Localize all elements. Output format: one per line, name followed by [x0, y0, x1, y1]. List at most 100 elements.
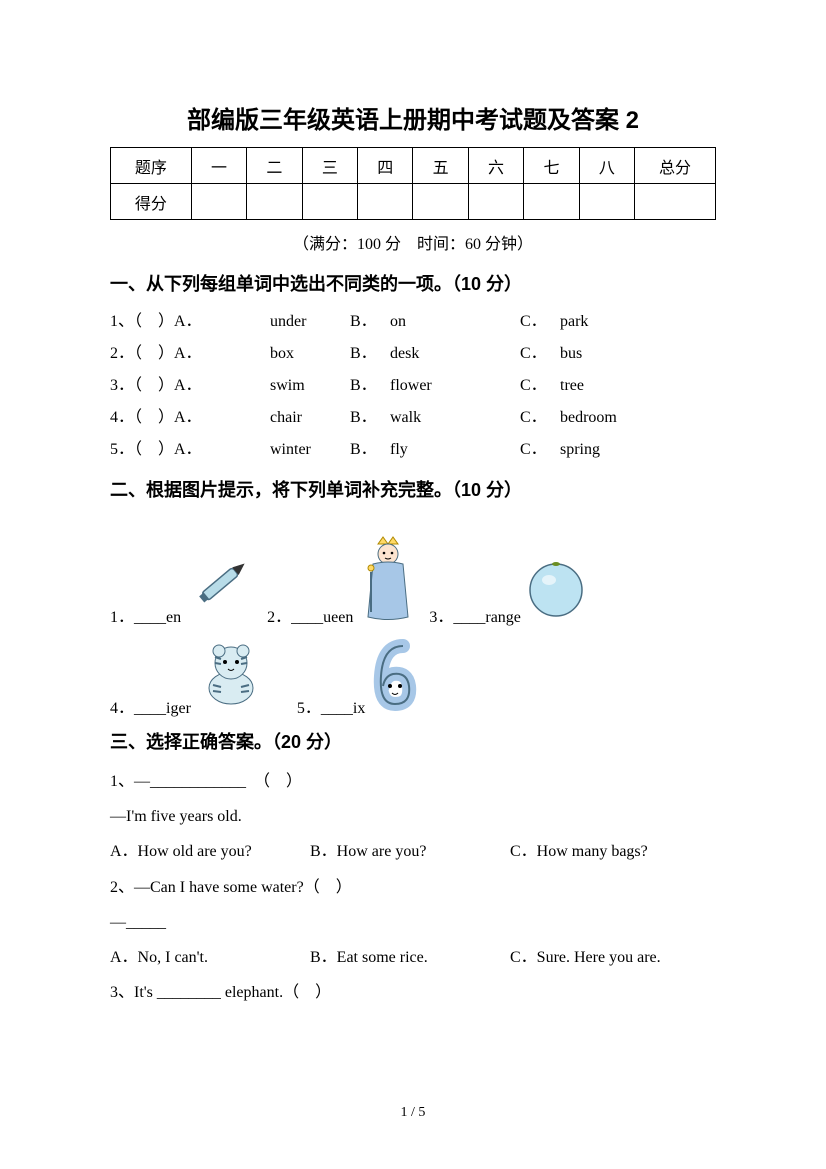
fill-word: en: [166, 609, 181, 627]
score-cell: [247, 184, 302, 220]
option-b-label: B．: [350, 338, 390, 370]
option-b: walk: [390, 402, 520, 434]
item-number: 4．____: [110, 694, 166, 718]
option-a: chair: [270, 402, 350, 434]
score-cell: [524, 184, 579, 220]
option-b-label: B．: [350, 370, 390, 402]
score-cell: [468, 184, 523, 220]
list-item: 2．____ueen: [267, 532, 423, 627]
q2-options: A．No, I can't. B．Eat some rice. C．Sure. …: [110, 940, 716, 975]
option-c: park: [560, 306, 588, 338]
item-number: 3．（ ）A．: [110, 370, 270, 402]
table-row: 题序 一 二 三 四 五 六 七 八 总分: [111, 148, 716, 184]
score-cell: [635, 184, 716, 220]
score-cell: [302, 184, 357, 220]
option-c: C．How many bags?: [510, 834, 648, 869]
option-a: A．How old are you?: [110, 834, 310, 869]
q2-reply: —_____: [110, 905, 716, 940]
list-item: 1、（ ）A．under B．on C．park: [110, 306, 716, 338]
list-item: 3．____range: [429, 552, 591, 627]
list-item: 4．____iger: [110, 633, 271, 718]
section-2-heading: 二、根据图片提示，将下列单词补充完整。（10 分）: [110, 476, 716, 502]
option-b: fly: [390, 434, 520, 466]
pen-icon: [181, 542, 261, 627]
option-b: B．Eat some rice.: [310, 940, 510, 975]
option-a: under: [270, 306, 350, 338]
queen-icon: [353, 532, 423, 627]
item-number: 4．（ ）A．: [110, 402, 270, 434]
tiger-icon: [191, 633, 271, 718]
score-header: 三: [302, 148, 357, 184]
six-icon: [365, 638, 420, 718]
option-b-label: B．: [350, 306, 390, 338]
section-1-heading: 一、从下列每组单词中选出不同类的一项。（10 分）: [110, 270, 716, 296]
option-b: B．How are you?: [310, 834, 510, 869]
option-c: bus: [560, 338, 582, 370]
option-b-label: B．: [350, 434, 390, 466]
option-c-label: C．: [520, 370, 560, 402]
table-row: 得分: [111, 184, 716, 220]
option-a: box: [270, 338, 350, 370]
list-item: 4．（ ）A．chair B．walk C．bedroom: [110, 402, 716, 434]
score-cell: [579, 184, 634, 220]
q1-reply: —I'm five years old.: [110, 799, 716, 834]
orange-icon: [521, 552, 591, 627]
option-b-label: B．: [350, 402, 390, 434]
item-number: 1、（ ）A．: [110, 306, 270, 338]
option-c-label: C．: [520, 402, 560, 434]
option-a: winter: [270, 434, 350, 466]
item-number: 2．（ ）A．: [110, 338, 270, 370]
option-b: on: [390, 306, 520, 338]
option-b: desk: [390, 338, 520, 370]
score-table: 题序 一 二 三 四 五 六 七 八 总分 得分: [110, 147, 716, 220]
score-cell: [358, 184, 413, 220]
list-item: 5．（ ）A．winter B．fly C．spring: [110, 434, 716, 466]
score-cell: [413, 184, 468, 220]
fill-word: range: [485, 609, 521, 627]
item-number: 3．____: [429, 603, 485, 627]
item-number: 2．____: [267, 603, 323, 627]
list-item: 2．（ ）A．box B．desk C．bus: [110, 338, 716, 370]
option-a: A．No, I can't.: [110, 940, 310, 975]
list-item: 1．____en: [110, 542, 261, 627]
score-header: 六: [468, 148, 523, 184]
q1-options: A．How old are you? B．How are you? C．How …: [110, 834, 716, 869]
section-1-list: 1、（ ）A．under B．on C．park 2．（ ）A．box B．de…: [110, 306, 716, 466]
option-b: flower: [390, 370, 520, 402]
q3-prompt: 3、It's ________ elephant.（ ）: [110, 975, 716, 1010]
score-header: 总分: [635, 148, 716, 184]
option-c: tree: [560, 370, 584, 402]
item-number: 1．____: [110, 603, 166, 627]
page-title: 部编版三年级英语上册期中考试题及答案 2: [110, 100, 716, 135]
option-c: bedroom: [560, 402, 617, 434]
q2-prompt: 2、—Can I have some water?（ ）: [110, 870, 716, 905]
list-item: 5．____ix: [297, 638, 420, 718]
fill-word: ueen: [323, 609, 353, 627]
option-c-label: C．: [520, 338, 560, 370]
score-header: 题序: [111, 148, 192, 184]
option-c: C．Sure. Here you are.: [510, 940, 661, 975]
score-cell: [191, 184, 246, 220]
score-header: 五: [413, 148, 468, 184]
score-header: 二: [247, 148, 302, 184]
item-number: 5．____: [297, 694, 353, 718]
section-2-list: 1．____en 2．____ueen: [110, 532, 716, 627]
section-3-heading: 三、选择正确答案。（20 分）: [110, 728, 716, 754]
q1-prompt: 1、—____________ （ ）: [110, 764, 716, 799]
score-header: 八: [579, 148, 634, 184]
section-3-list: 1、—____________ （ ） —I'm five years old.…: [110, 764, 716, 1010]
page-number: 1 / 5: [0, 1105, 826, 1121]
option-c-label: C．: [520, 306, 560, 338]
score-header: 七: [524, 148, 579, 184]
item-number: 5．（ ）A．: [110, 434, 270, 466]
option-c-label: C．: [520, 434, 560, 466]
exam-meta: （满分：100 分 时间：60 分钟）: [110, 230, 716, 254]
list-item: 3．（ ）A．swim B．flower C．tree: [110, 370, 716, 402]
option-c: spring: [560, 434, 600, 466]
fill-word: ix: [353, 700, 365, 718]
score-header: 四: [358, 148, 413, 184]
option-a: swim: [270, 370, 350, 402]
fill-word: iger: [166, 700, 191, 718]
score-header: 一: [191, 148, 246, 184]
score-row-label: 得分: [111, 184, 192, 220]
